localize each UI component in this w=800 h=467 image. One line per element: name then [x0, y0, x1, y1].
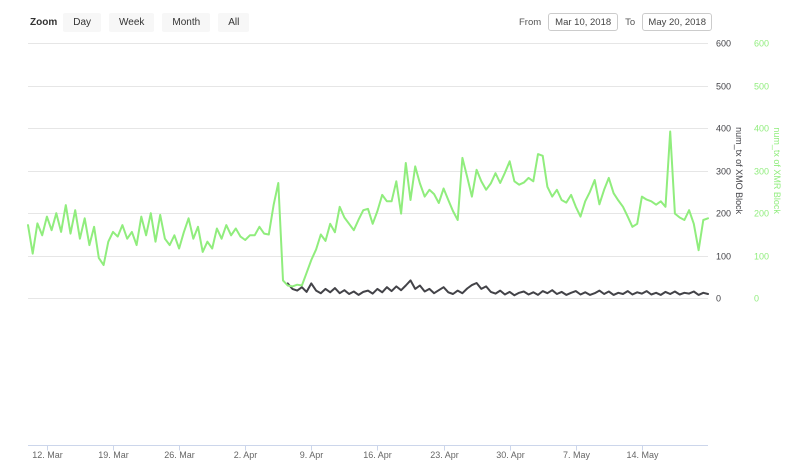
- y-tick-label-xmo: 400: [716, 124, 731, 134]
- x-tick-label: 23. Apr: [430, 450, 459, 460]
- y-tick-label-xmr: 400: [754, 124, 769, 134]
- date-range-controls: From To: [519, 13, 713, 31]
- y-tick-label-xmo: 300: [716, 167, 731, 177]
- x-tick-label: 26. Mar: [164, 450, 195, 460]
- x-tick-label: 19. Mar: [98, 450, 129, 460]
- x-tick-label: 30. Apr: [496, 450, 525, 460]
- y-tick-label-xmr: 600: [754, 39, 769, 49]
- series-line-xmr[interactable]: [27, 130, 709, 288]
- x-tick-label: 9. Apr: [300, 450, 324, 460]
- y-tick-label-xmo: 500: [716, 82, 731, 92]
- y-tick-label-xmr: 0: [754, 294, 759, 304]
- range-selector: Zoom Day Week Month All: [30, 13, 250, 32]
- y-tick-label-xmr: 200: [754, 209, 769, 219]
- to-label: To: [625, 16, 636, 28]
- y-tick-label-xmo: 200: [716, 209, 731, 219]
- zoom-button-month[interactable]: Month: [162, 13, 211, 32]
- y-tick-label-xmr: 300: [754, 167, 769, 177]
- to-date-input[interactable]: [642, 13, 713, 31]
- y-tick-label-xmo: 100: [716, 252, 731, 262]
- zoom-button-day[interactable]: Day: [63, 13, 102, 32]
- y-axis-title-xmr: num_tx of XMR Block: [772, 127, 782, 214]
- zoom-button-all[interactable]: All: [218, 13, 250, 32]
- x-tick-label: 2. Apr: [234, 450, 258, 460]
- y-tick-label-xmo: 600: [716, 39, 731, 49]
- zoom-buttons: Day Week Month All: [63, 13, 250, 32]
- from-label: From: [519, 16, 542, 28]
- zoom-label: Zoom: [30, 17, 58, 28]
- x-tick-label: 7. May: [563, 450, 591, 460]
- zoom-button-week[interactable]: Week: [109, 13, 155, 32]
- x-tick-label: 12. Mar: [32, 450, 63, 460]
- y-axis-title-xmo: num_tx of XMO Block: [734, 127, 744, 215]
- x-tick-label: 16. Apr: [363, 450, 392, 460]
- from-date-input[interactable]: [548, 13, 619, 31]
- y-tick-label-xmr: 100: [754, 252, 769, 262]
- y-tick-label-xmo: 0: [716, 294, 721, 304]
- x-tick-label: 14. May: [626, 450, 659, 460]
- series-line-xmo[interactable]: [286, 279, 709, 297]
- y-tick-label-xmr: 500: [754, 82, 769, 92]
